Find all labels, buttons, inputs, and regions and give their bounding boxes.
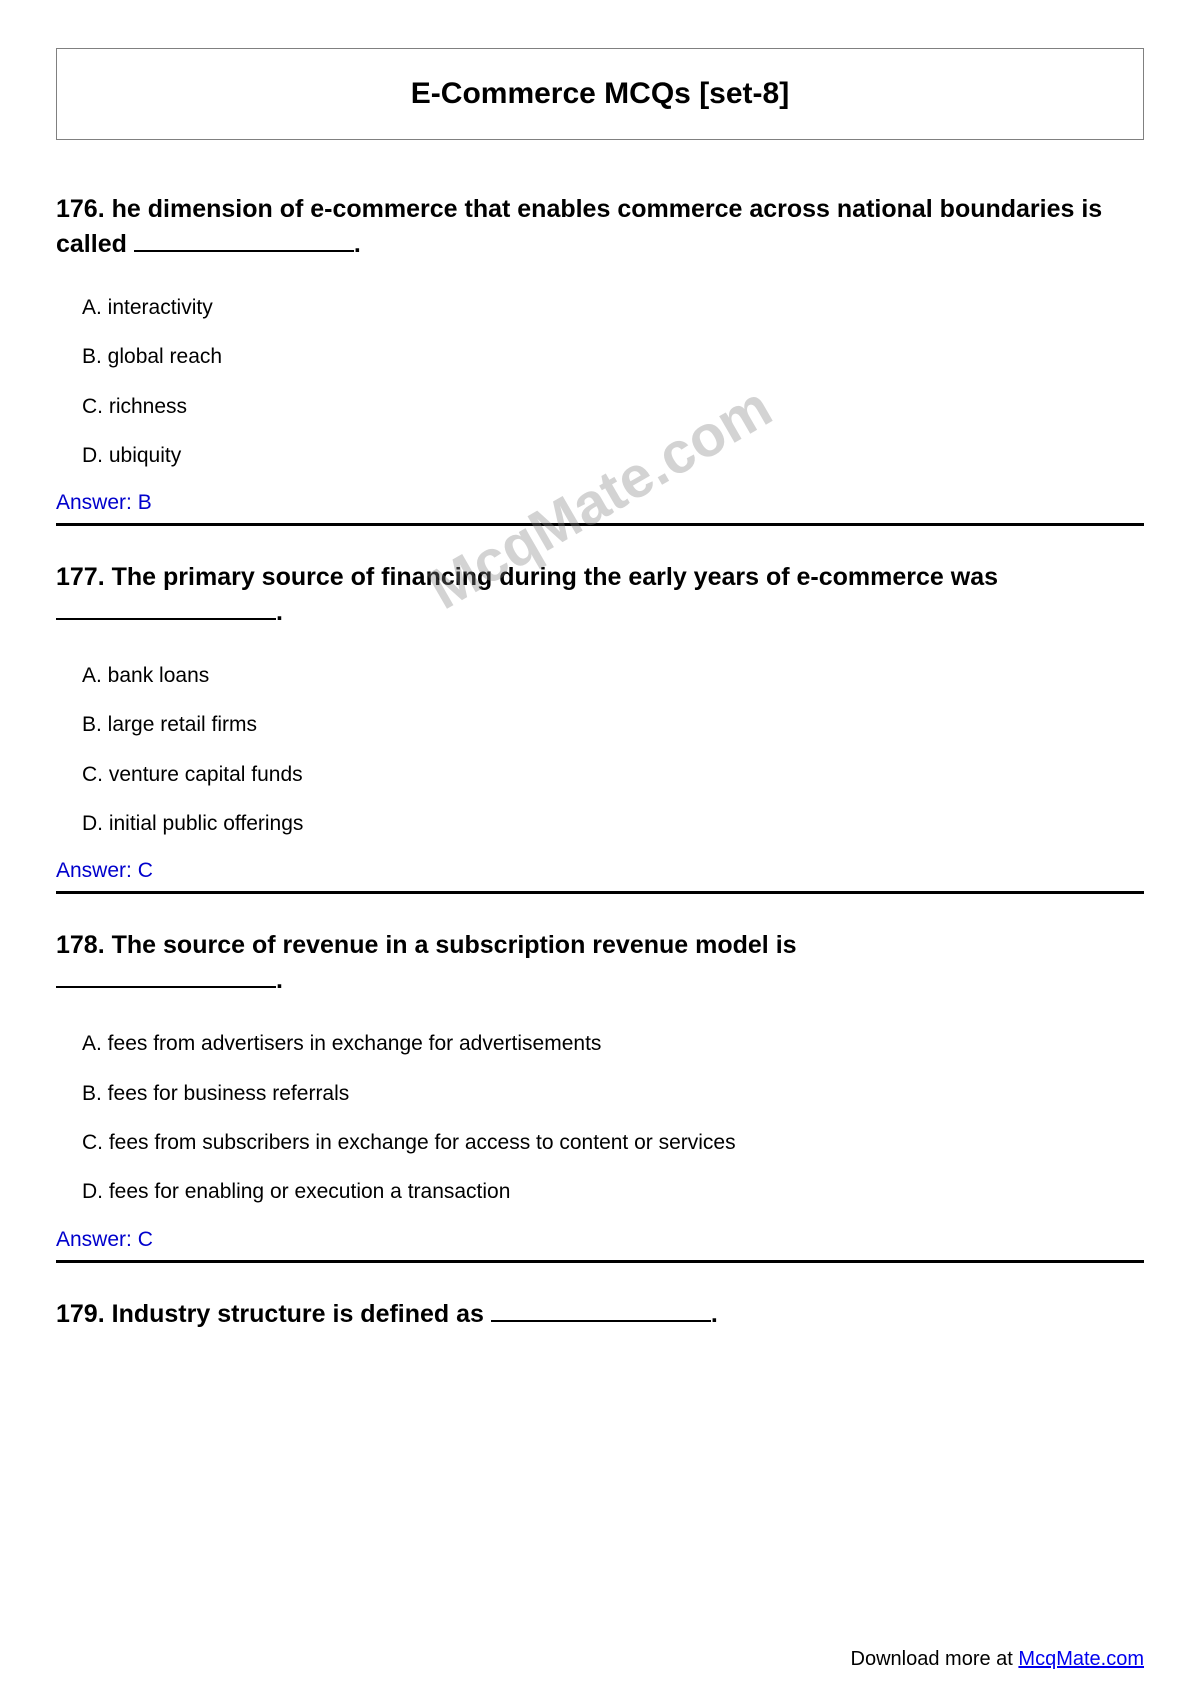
option-b: B. large retail firms (82, 711, 1144, 738)
question-text: 178. The source of revenue in a subscrip… (56, 928, 1144, 998)
option-b: B. global reach (82, 343, 1144, 370)
question-number: 178. (56, 931, 112, 959)
option-d: D. initial public offerings (82, 810, 1144, 837)
blank-fill (56, 598, 276, 621)
footer: Download more at McqMate.com (851, 1648, 1144, 1671)
option-a: A. fees from advertisers in exchange for… (82, 1030, 1144, 1057)
options-list: A. bank loans B. large retail firms C. v… (56, 662, 1144, 837)
question-179: 179. Industry structure is defined as . (56, 1297, 1144, 1332)
question-178: 178. The source of revenue in a subscrip… (56, 928, 1144, 1251)
question-177: 177. The primary source of financing dur… (56, 560, 1144, 883)
options-list: A. fees from advertisers in exchange for… (56, 1030, 1144, 1205)
question-number: 179. (56, 1300, 112, 1328)
option-a: A. bank loans (82, 662, 1144, 689)
title-box: E-Commerce MCQs [set-8] (56, 48, 1144, 140)
question-text: 177. The primary source of financing dur… (56, 560, 1144, 630)
option-b: B. fees for business referrals (82, 1080, 1144, 1107)
footer-text: Download more at (851, 1648, 1019, 1670)
question-text: 179. Industry structure is defined as . (56, 1297, 1144, 1332)
blank-fill (134, 230, 354, 253)
question-number: 176. (56, 195, 112, 223)
question-number: 177. (56, 563, 112, 591)
option-d: D. ubiquity (82, 442, 1144, 469)
option-a: A. interactivity (82, 294, 1144, 321)
divider (56, 1260, 1144, 1263)
options-list: A. interactivity B. global reach C. rich… (56, 294, 1144, 469)
blank-fill (56, 966, 276, 989)
option-c: C. fees from subscribers in exchange for… (82, 1129, 1144, 1156)
option-c: C. richness (82, 393, 1144, 420)
question-text: 176. he dimension of e-commerce that ena… (56, 192, 1144, 262)
divider (56, 523, 1144, 526)
divider (56, 891, 1144, 894)
page-title: E-Commerce MCQs [set-8] (77, 77, 1123, 111)
footer-link[interactable]: McqMate.com (1018, 1648, 1144, 1670)
option-c: C. venture capital funds (82, 761, 1144, 788)
option-d: D. fees for enabling or execution a tran… (82, 1178, 1144, 1205)
answer-text: Answer: C (56, 859, 1144, 883)
answer-text: Answer: B (56, 491, 1144, 515)
blank-fill (491, 1299, 711, 1322)
question-176: 176. he dimension of e-commerce that ena… (56, 192, 1144, 515)
answer-text: Answer: C (56, 1228, 1144, 1252)
